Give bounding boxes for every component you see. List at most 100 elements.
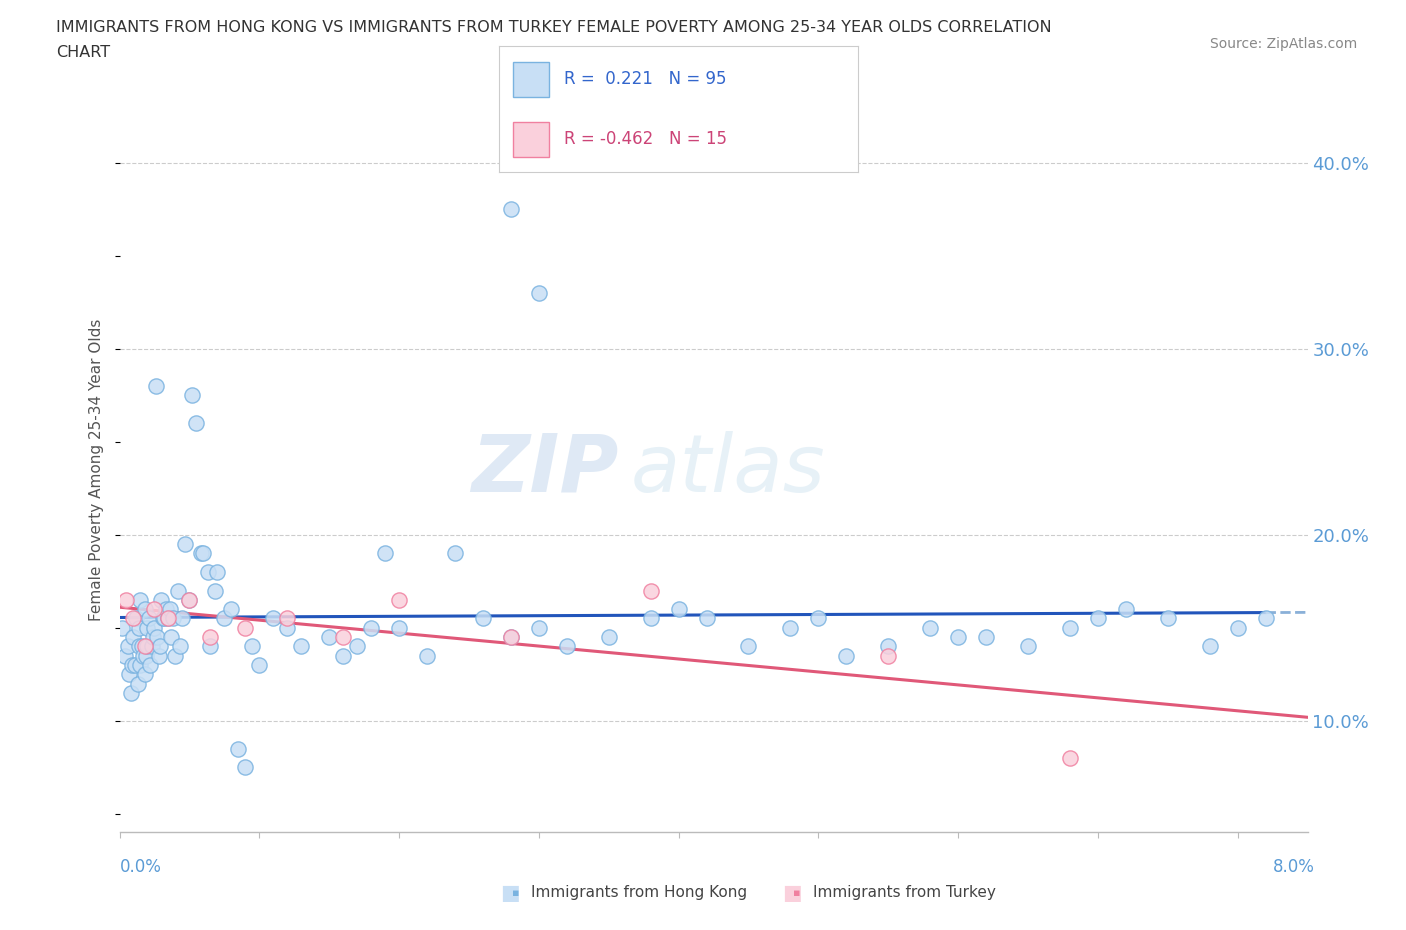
Point [444,546,467,561]
Point [696,611,718,626]
Point [143,602,166,617]
Point [121,658,143,672]
Point [141,639,163,654]
Point [640,583,662,598]
Point [276,611,298,626]
Point [186,416,208,431]
Point [318,630,340,644]
Point [152,611,174,626]
Point [346,639,368,654]
Point [162,611,184,626]
Point [374,546,396,561]
Point [499,202,522,217]
Point [117,639,139,654]
Point [332,630,354,644]
Point [233,620,256,635]
Point [190,546,212,561]
Point [247,658,270,672]
Point [527,620,550,635]
Text: 8.0%: 8.0% [1272,858,1315,876]
Text: CHART: CHART [56,45,110,60]
Point [134,639,156,654]
Point [946,630,969,644]
Point [179,592,201,607]
Point [779,620,801,635]
Text: 0.0%: 0.0% [120,858,162,876]
Point [240,639,263,654]
Point [131,639,153,654]
Point [527,286,550,300]
Point [290,639,312,654]
Point [134,667,156,682]
Point [1226,620,1249,635]
Point [167,583,190,598]
Point [114,648,136,663]
Point [128,639,150,654]
Point [138,611,160,626]
Point [1115,602,1137,617]
Point [226,741,250,756]
Point [221,602,243,617]
Point [276,620,298,635]
Point [877,648,900,663]
Point [127,676,149,691]
Point [262,611,284,626]
Point [1198,639,1220,654]
Point [214,611,236,626]
Point [125,611,148,626]
Text: IMMIGRANTS FROM HONG KONG VS IMMIGRANTS FROM TURKEY FEMALE POVERTY AMONG 25-34 Y: IMMIGRANTS FROM HONG KONG VS IMMIGRANTS … [56,20,1052,35]
Point [132,648,155,663]
Point [737,639,759,654]
Point [193,546,215,561]
Text: Immigrants from Hong Kong: Immigrants from Hong Kong [531,885,748,900]
Point [153,611,176,626]
Point [668,602,690,617]
Bar [513,61,550,97]
Point [1017,639,1039,654]
Point [136,620,159,635]
Text: ■: ■ [501,883,520,903]
Point [159,602,181,617]
Text: ■: ■ [782,883,801,903]
Text: ▪: ▪ [512,888,520,897]
Point [1087,611,1109,626]
Point [471,611,494,626]
Point [640,611,662,626]
Point [974,630,997,644]
Point [115,592,138,607]
Point [1059,751,1081,765]
Point [920,620,942,635]
Point [174,537,197,551]
Text: Immigrants from Turkey: Immigrants from Turkey [813,885,995,900]
Text: ▪: ▪ [793,888,801,897]
Point [200,630,222,644]
Point [807,611,830,626]
Point [1059,620,1081,635]
Point [157,611,180,626]
Point [332,648,354,663]
Point [122,630,145,644]
Point [598,630,620,644]
Text: R =  0.221   N = 95: R = 0.221 N = 95 [564,70,725,88]
Point [200,639,222,654]
Point [134,602,156,617]
Point [555,639,578,654]
Point [416,648,439,663]
Point [207,565,229,579]
Point [197,565,219,579]
Point [149,639,172,654]
Point [150,592,173,607]
Point [128,620,150,635]
Point [360,620,382,635]
Point [204,583,226,598]
Point [129,658,152,672]
Point [124,658,146,672]
Text: R = -0.462   N = 15: R = -0.462 N = 15 [564,130,727,149]
Point [388,620,411,635]
Point [148,648,170,663]
Point [145,379,167,393]
Text: ZIP: ZIP [471,431,619,509]
Point [135,648,157,663]
Point [155,602,177,617]
Point [179,592,201,607]
